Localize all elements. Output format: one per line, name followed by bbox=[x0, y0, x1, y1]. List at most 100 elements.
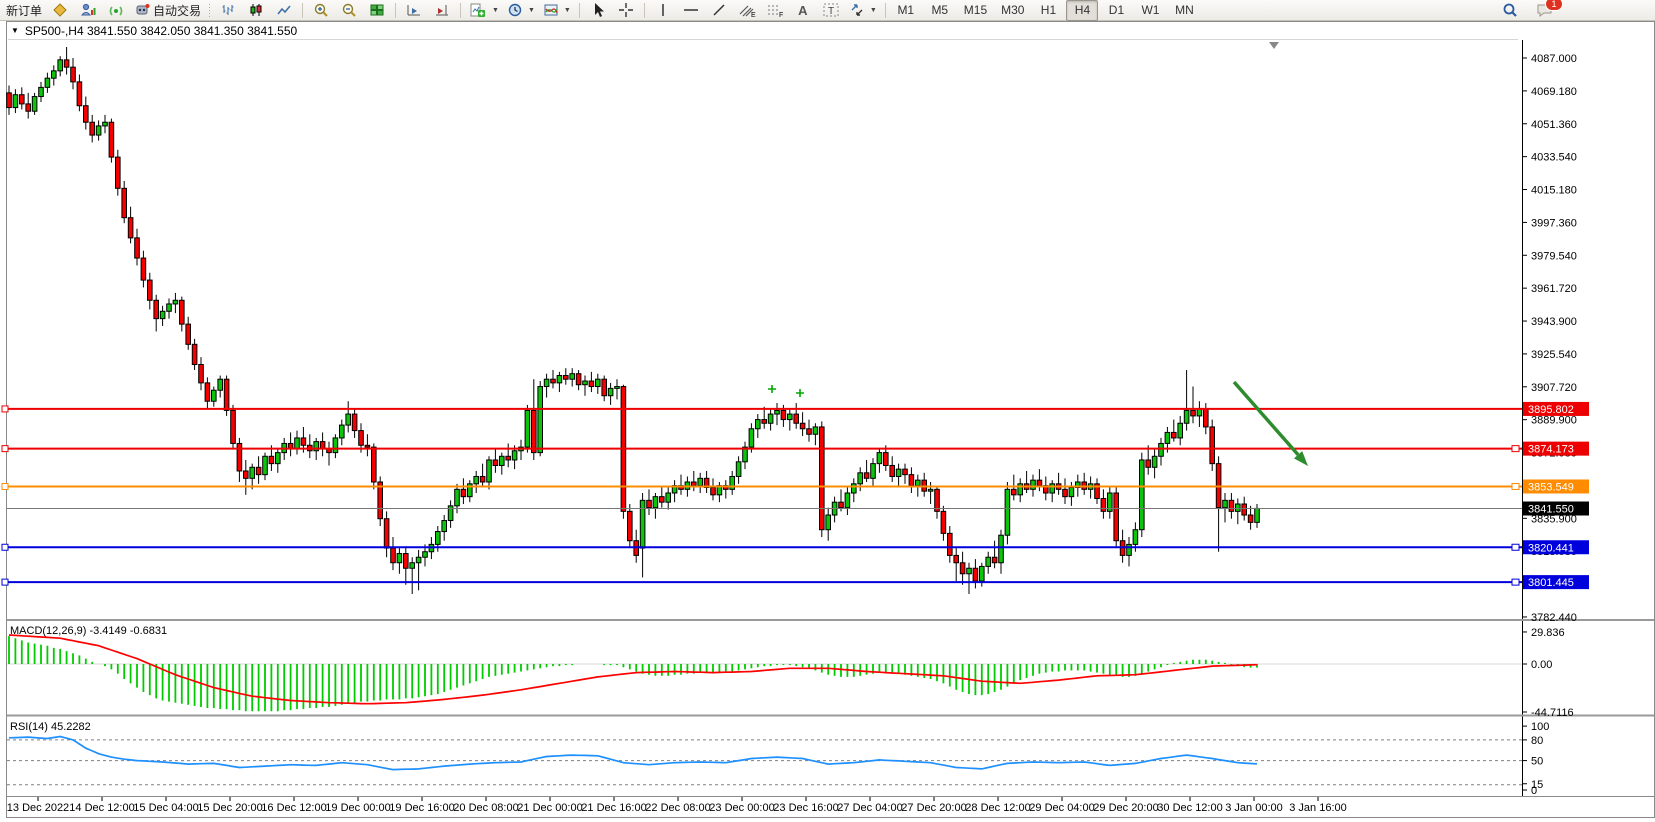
crosshair-button[interactable] bbox=[612, 0, 640, 21]
bear-candle bbox=[19, 94, 25, 105]
profile-icon bbox=[80, 2, 96, 18]
bear-candle bbox=[300, 437, 307, 446]
timeframe-h1[interactable]: H1 bbox=[1040, 3, 1057, 17]
bear-candle bbox=[953, 554, 960, 564]
indicators-button[interactable]: ▼ bbox=[465, 0, 503, 21]
templates-button[interactable]: ▼ bbox=[539, 0, 575, 21]
chart-shift-marker-icon[interactable] bbox=[1269, 42, 1279, 49]
periods-button[interactable]: ▼ bbox=[503, 0, 539, 21]
time-axis-label: 27 Dec 20:00 bbox=[901, 802, 966, 814]
time-axis-label: 19 Dec 16:00 bbox=[389, 802, 454, 814]
zoom-in-button[interactable] bbox=[307, 0, 335, 21]
bull-candle bbox=[825, 514, 832, 531]
timeframe-h4[interactable]: H4 bbox=[1066, 0, 1099, 21]
bull-candle bbox=[1126, 543, 1132, 556]
text-button[interactable]: A bbox=[789, 0, 817, 21]
timeframe-m15[interactable]: M15 bbox=[963, 3, 988, 17]
chart-shift-button[interactable] bbox=[428, 0, 456, 21]
timeframe-d1[interactable]: D1 bbox=[1108, 3, 1125, 17]
toolbar-separator bbox=[884, 2, 886, 18]
bear-candle bbox=[1100, 498, 1107, 512]
chart-window-title[interactable]: ▼ SP500-,H4 3841.550 3842.050 3841.350 3… bbox=[8, 22, 1518, 40]
metaeditor-button[interactable] bbox=[46, 0, 74, 21]
notifications-button[interactable]: 1 bbox=[1530, 0, 1563, 21]
bear-candle bbox=[575, 373, 582, 386]
collapse-triangle-icon[interactable]: ▼ bbox=[11, 26, 19, 35]
time-axis-label: 15 Dec 20:00 bbox=[197, 802, 262, 814]
bear-candle bbox=[492, 459, 499, 466]
price-line-badge[interactable] bbox=[1523, 479, 1589, 494]
line-left-handle[interactable] bbox=[1, 482, 9, 490]
bull-candle bbox=[844, 492, 851, 509]
vertical-line-button[interactable] bbox=[649, 0, 677, 21]
fibonacci-button[interactable]: F bbox=[761, 0, 789, 21]
templates-caret-icon[interactable]: ▼ bbox=[563, 6, 571, 14]
arrows-button[interactable]: ▼ bbox=[845, 0, 881, 21]
price-tick-label: 4051.360 bbox=[1531, 119, 1577, 131]
line-left-handle[interactable] bbox=[1, 405, 9, 413]
price-line-badge[interactable] bbox=[1523, 441, 1589, 456]
bull-candle bbox=[57, 59, 64, 72]
line-left-handle[interactable] bbox=[1, 543, 9, 551]
bear-candle bbox=[908, 474, 915, 487]
equidistant-channel-button[interactable]: E bbox=[733, 0, 761, 21]
line-right-handle[interactable] bbox=[1511, 445, 1520, 453]
timeframe-mn[interactable]: MN bbox=[1175, 3, 1194, 17]
new-order-button[interactable]: 新订单 bbox=[2, 0, 46, 21]
trend-arrow-head-icon[interactable] bbox=[1293, 451, 1308, 466]
line-right-handle[interactable] bbox=[1511, 543, 1520, 551]
price-tick-label: 3907.720 bbox=[1531, 382, 1577, 394]
arrows-caret-icon[interactable]: ▼ bbox=[869, 6, 877, 14]
line-right-handle[interactable] bbox=[1511, 578, 1520, 586]
auto-scroll-icon bbox=[406, 2, 422, 18]
timeframe-w1[interactable]: W1 bbox=[1141, 3, 1160, 17]
time-axis-label: 14 Dec 12:00 bbox=[69, 802, 134, 814]
time-axis-label: 20 Dec 08:00 bbox=[453, 802, 518, 814]
bear-candle bbox=[230, 409, 236, 444]
price-line-badge[interactable] bbox=[1523, 540, 1589, 555]
bar-chart-button[interactable] bbox=[214, 0, 242, 21]
signals-button[interactable] bbox=[102, 0, 130, 21]
bear-candle bbox=[191, 343, 198, 366]
green-plus-marker[interactable] bbox=[768, 385, 776, 393]
time-axis-label: 21 Dec 16:00 bbox=[581, 802, 646, 814]
bull-candle bbox=[1049, 483, 1056, 494]
timeframe-m30[interactable]: M30 bbox=[1001, 3, 1025, 17]
zoom-out-button[interactable] bbox=[335, 0, 363, 21]
line-left-handle[interactable] bbox=[1, 445, 9, 453]
tile-windows-button[interactable] bbox=[363, 0, 391, 21]
profile-button[interactable] bbox=[74, 0, 102, 21]
chart-title-text: SP500-,H4 3841.550 3842.050 3841.350 384… bbox=[24, 23, 298, 38]
trend-arrow-object[interactable] bbox=[1232, 380, 1300, 456]
arrows-icon bbox=[849, 2, 865, 18]
bull-candle bbox=[787, 413, 793, 421]
price-line-badge[interactable] bbox=[1523, 401, 1589, 416]
bear-candle bbox=[531, 409, 537, 454]
line-right-handle[interactable] bbox=[1511, 482, 1520, 490]
cursor-button[interactable] bbox=[584, 0, 612, 21]
bear-candle bbox=[390, 547, 396, 564]
timeframe-m1[interactable]: M1 bbox=[897, 3, 915, 17]
bear-candle bbox=[889, 464, 896, 477]
text-label-button[interactable]: T bbox=[817, 0, 845, 21]
trendline-button[interactable] bbox=[705, 0, 733, 21]
periods-caret-icon[interactable]: ▼ bbox=[527, 6, 535, 14]
bear-candle bbox=[819, 426, 825, 531]
bear-candle bbox=[1247, 514, 1254, 523]
indicators-caret-icon[interactable]: ▼ bbox=[492, 6, 499, 14]
chart-shift-icon bbox=[434, 2, 450, 18]
price-line-badge[interactable] bbox=[1523, 575, 1589, 590]
auto-scroll-button[interactable] bbox=[400, 0, 428, 21]
search-button[interactable] bbox=[1496, 0, 1524, 21]
candlestick-button[interactable] bbox=[242, 0, 270, 21]
line-chart-button[interactable] bbox=[270, 0, 298, 21]
horizontal-line-button[interactable] bbox=[677, 0, 705, 21]
timeframe-m5[interactable]: M5 bbox=[931, 3, 949, 17]
green-plus-marker[interactable] bbox=[796, 389, 804, 397]
price-tick-label: 3835.900 bbox=[1531, 513, 1577, 525]
bear-candle bbox=[691, 481, 697, 487]
bear-candle bbox=[991, 556, 998, 564]
line-left-handle[interactable] bbox=[1, 578, 9, 586]
auto-trading-button[interactable]: 自动交易 bbox=[130, 0, 205, 21]
